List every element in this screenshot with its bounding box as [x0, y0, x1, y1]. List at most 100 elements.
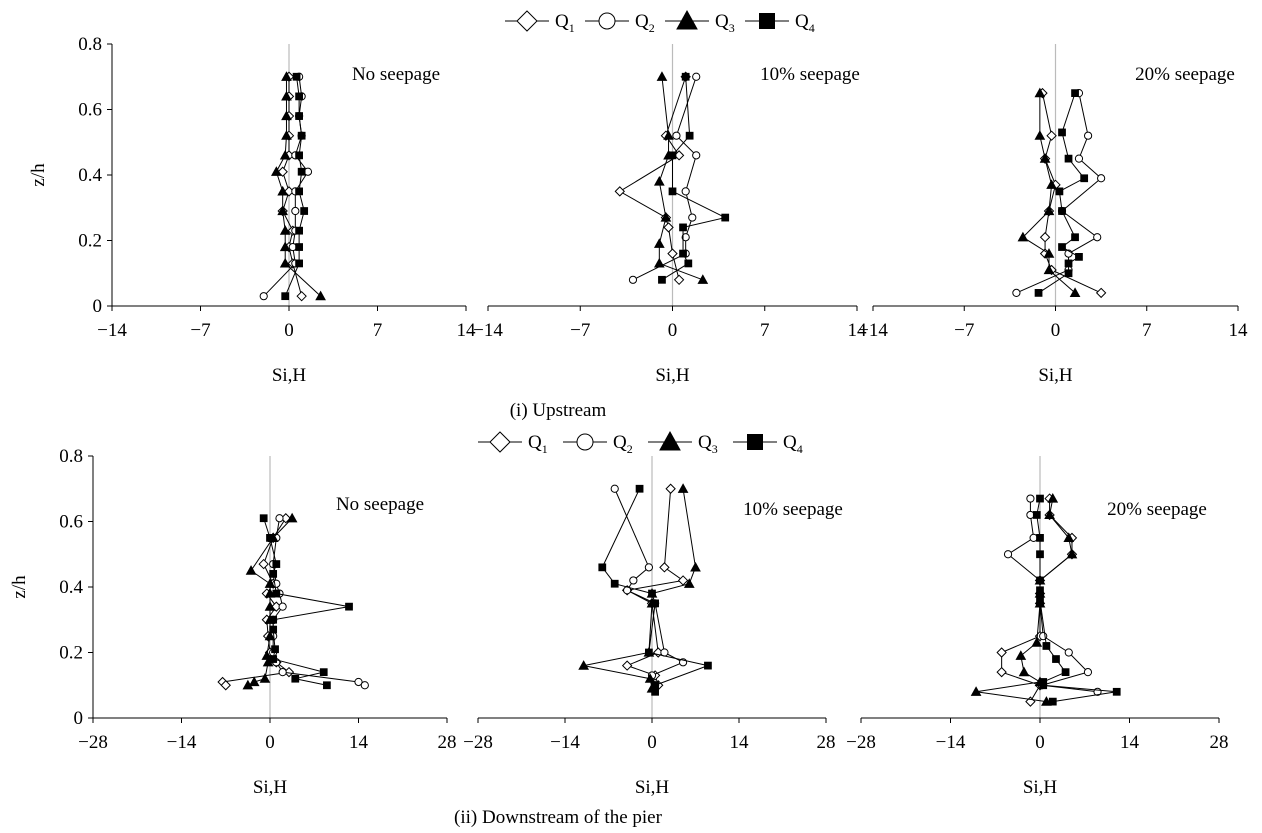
data-point-Q4: [1032, 511, 1041, 519]
data-point-Q3: [653, 238, 665, 248]
data-point-Q4: [295, 243, 303, 251]
data-point-Q4: [721, 213, 730, 222]
data-point-Q2: [278, 668, 287, 677]
data-point-Q4: [1064, 259, 1073, 268]
data-point-Q4: [651, 599, 659, 608]
data-point-Q3: [277, 205, 289, 216]
series-Q4: [1032, 494, 1121, 706]
series-Q4: [1034, 89, 1089, 297]
series-line-Q3: [583, 488, 697, 689]
x-tick-label: 7: [373, 320, 383, 341]
data-point-Q2: [672, 131, 681, 140]
panel-3: −14 −7 0 7 14 Si,H 20% seepage: [858, 44, 1248, 386]
data-point-Q1: [663, 222, 674, 233]
data-point-Q3: [279, 257, 291, 268]
data-point-Q1: [1095, 287, 1107, 299]
data-point-Q4: [685, 131, 694, 140]
data-point-Q4: [681, 72, 690, 81]
data-point-Q4: [272, 560, 281, 568]
legend-label: Q1: [555, 11, 575, 35]
data-point-Q4: [295, 151, 303, 160]
data-point-Q3: [259, 673, 271, 683]
x-tick-label: 28: [438, 732, 457, 753]
x-tick-label: 14: [457, 320, 477, 341]
data-point-Q2: [259, 292, 268, 301]
data-point-Q3: [281, 130, 292, 140]
series-Q2: [1003, 494, 1102, 696]
data-point-Q2: [1012, 288, 1021, 297]
data-point-Q4: [345, 602, 353, 611]
data-point-Q4: [1071, 233, 1079, 242]
data-point-Q4: [679, 249, 687, 258]
data-point-Q3: [1047, 493, 1059, 503]
data-point-Q2: [1026, 494, 1035, 503]
legend-label: Q2: [613, 432, 633, 456]
data-point-Q2: [1064, 648, 1073, 657]
data-point-Q1: [673, 274, 685, 286]
legend-label: Q4: [795, 11, 815, 35]
data-point-Q3: [264, 588, 276, 598]
x-tick-label: −28: [846, 732, 876, 753]
data-point-Q3: [653, 257, 665, 268]
x-tick-label: −14: [550, 732, 580, 753]
legend-marker-triangle-filled: [659, 430, 681, 451]
data-point-Q4: [658, 275, 666, 284]
panel-5: −28 −14 0 14 28 Si,H 10% seepage: [463, 456, 843, 798]
data-point-Q4: [645, 648, 653, 657]
data-point-Q2: [628, 275, 638, 284]
data-point-Q1: [665, 483, 676, 494]
data-point-Q3: [1043, 205, 1055, 216]
data-point-Q2: [360, 681, 369, 690]
x-axis-label: Si,H: [272, 365, 307, 386]
series-line-Q1: [625, 488, 685, 686]
x-axis-label: Si,H: [253, 777, 288, 798]
data-point-Q2: [629, 576, 638, 585]
data-point-Q2: [354, 677, 363, 687]
series-Q4: [281, 72, 309, 301]
data-point-Q1: [296, 290, 307, 302]
data-point-Q4: [1034, 289, 1043, 297]
y-tick-label: 0.8: [78, 34, 102, 55]
x-tick-label: 0: [1051, 320, 1061, 341]
data-point-Q3: [286, 512, 298, 523]
data-point-Q3: [1044, 509, 1055, 520]
data-point-Q4: [1036, 586, 1044, 595]
x-tick-label: 28: [1210, 732, 1229, 753]
data-point-Q2: [291, 206, 300, 216]
x-tick-label: 0: [265, 732, 275, 753]
legend-marker-diamond-open: [516, 10, 538, 32]
data-point-Q4: [1071, 89, 1079, 97]
y-tick-label: 0.2: [59, 643, 83, 664]
panel-title: 20% seepage: [1107, 499, 1207, 520]
data-point-Q4: [610, 579, 619, 588]
legend-subscript: 3: [729, 21, 735, 35]
data-point-Q3: [677, 483, 689, 493]
series-Q3: [653, 71, 709, 284]
data-point-Q3: [271, 166, 282, 176]
data-point-Q4: [668, 187, 677, 196]
data-point-Q1: [996, 647, 1007, 658]
data-point-Q3: [242, 679, 254, 690]
data-point-Q3: [970, 686, 982, 696]
series-Q1: [217, 513, 295, 691]
data-point-Q4: [269, 615, 278, 624]
data-point-Q1: [996, 666, 1007, 678]
data-point-Q2: [610, 484, 619, 493]
data-point-Q2: [692, 151, 701, 160]
data-point-Q3: [279, 241, 291, 252]
data-point-Q4: [1042, 642, 1051, 650]
x-tick-label: −14: [473, 320, 503, 341]
x-tick-label: −14: [167, 732, 197, 753]
x-tick-label: 0: [1035, 732, 1045, 753]
x-tick-label: −7: [190, 320, 210, 341]
y-tick-label: 0.6: [78, 100, 102, 121]
data-point-Q2: [681, 187, 690, 196]
panel-2: −14 −7 0 7 14 Si,H 10% seepage: [473, 44, 867, 386]
panel-1: −14 −7 0 7 14 Si,H 0 0.2 0.4 0.6 0.8 z/h No seepage: [28, 34, 476, 386]
caption-upstream: (i) Upstream: [510, 400, 607, 421]
data-point-Q3: [578, 660, 589, 670]
x-tick-label: 14: [1229, 320, 1249, 341]
data-point-Q4: [295, 112, 303, 120]
y-tick-label: 0: [93, 296, 103, 317]
